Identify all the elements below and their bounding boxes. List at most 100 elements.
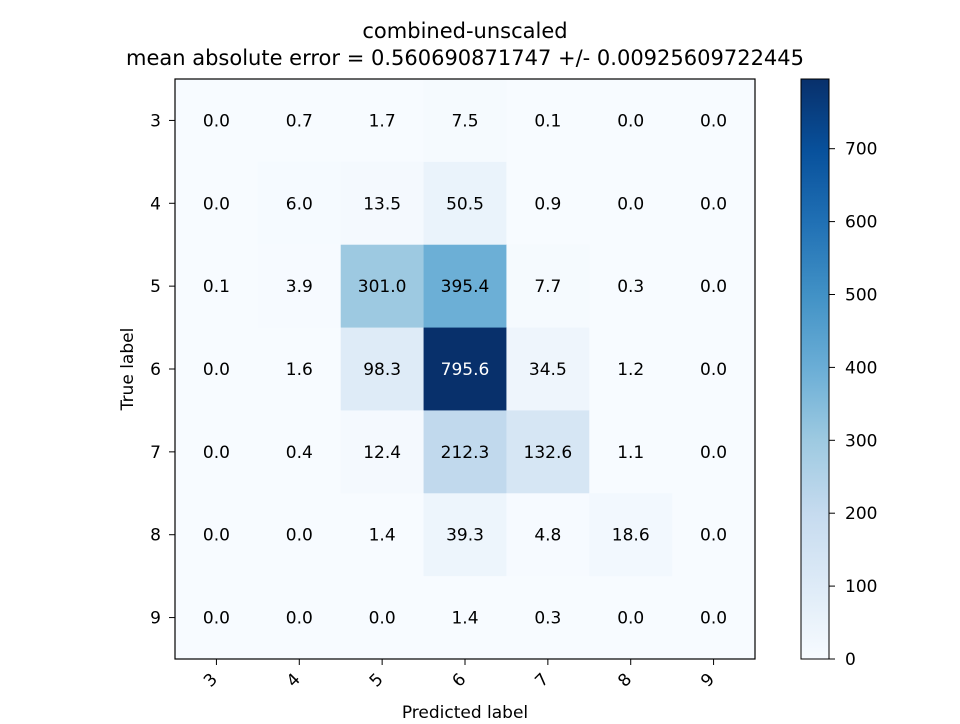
cell-value-label: 39.3 bbox=[446, 526, 484, 546]
y-tick-label: 5 bbox=[150, 277, 161, 297]
cell-value-label: 0.0 bbox=[203, 609, 230, 629]
heatmap-cell bbox=[175, 79, 259, 163]
heatmap-cell bbox=[672, 327, 756, 411]
x-tick-label: 4 bbox=[283, 670, 305, 692]
cell-value-label: 0.3 bbox=[534, 609, 561, 629]
cell-value-label: 6.0 bbox=[286, 194, 313, 214]
cell-value-label: 1.2 bbox=[617, 360, 644, 380]
colorbar-tick-label: 400 bbox=[845, 358, 877, 378]
y-axis-label: True label bbox=[118, 328, 138, 412]
heatmap-cell bbox=[175, 161, 259, 246]
heatmap-cell bbox=[672, 244, 756, 329]
cell-value-label: 3.9 bbox=[286, 277, 313, 297]
cell-value-label: 0.0 bbox=[700, 526, 727, 546]
cell-value-label: 301.0 bbox=[358, 277, 407, 297]
chart-title: combined-unscaled bbox=[362, 19, 567, 43]
cell-value-label: 4.8 bbox=[534, 526, 561, 546]
cell-value-labels: 0.0 0.7 1.7 7.5 0.1 0.0 0.0 0.0 6.0 13.5 50.5 0.9 0.… bbox=[203, 111, 727, 628]
y-tick-label: 9 bbox=[150, 609, 161, 629]
chart-subtitle: mean absolute error = 0.560690871747 +/-… bbox=[126, 46, 804, 70]
cell-value-label: 34.5 bbox=[529, 360, 567, 380]
cell-value-label: 0.3 bbox=[617, 277, 644, 297]
x-tick-label: 9 bbox=[697, 670, 719, 692]
cell-value-label: 0.0 bbox=[700, 111, 727, 131]
cell-value-label: 0.0 bbox=[617, 609, 644, 629]
x-tick-label: 8 bbox=[614, 670, 636, 692]
cell-value-label: 0.0 bbox=[700, 277, 727, 297]
cell-value-label: 0.0 bbox=[203, 526, 230, 546]
cell-value-label: 0.0 bbox=[369, 609, 396, 629]
cell-value-label: 0.0 bbox=[617, 111, 644, 131]
cell-value-label: 0.0 bbox=[203, 194, 230, 214]
heatmap-cell bbox=[506, 493, 590, 577]
heatmap-cell bbox=[340, 161, 425, 246]
colorbar-tick-label: 200 bbox=[845, 504, 877, 524]
heatmap-cell bbox=[506, 410, 590, 494]
heatmap-cell bbox=[340, 410, 425, 494]
cell-value-label: 395.4 bbox=[441, 277, 490, 297]
heatmap-cell bbox=[175, 576, 259, 660]
heatmap-cell bbox=[340, 327, 425, 411]
heatmap-cell bbox=[340, 576, 425, 660]
cell-value-label: 132.6 bbox=[524, 443, 573, 463]
y-tick-label: 7 bbox=[150, 443, 161, 463]
cell-value-label: 0.0 bbox=[617, 194, 644, 214]
cell-value-label: 0.0 bbox=[700, 609, 727, 629]
heatmap-cell bbox=[423, 493, 507, 577]
x-tick-label: 6 bbox=[449, 670, 471, 692]
heatmap-cell bbox=[589, 493, 673, 577]
heatmap-cell bbox=[423, 410, 507, 494]
cell-value-label: 98.3 bbox=[363, 360, 401, 380]
cell-value-label: 7.7 bbox=[534, 277, 561, 297]
heatmap-cell bbox=[672, 493, 756, 577]
y-tick-label: 6 bbox=[150, 360, 161, 380]
cell-value-label: 1.1 bbox=[617, 443, 644, 463]
cell-value-label: 0.0 bbox=[286, 609, 313, 629]
cell-value-label: 1.7 bbox=[369, 111, 396, 131]
heatmap-cell bbox=[257, 410, 342, 494]
heatmap-cell bbox=[506, 161, 590, 246]
heatmap-cell bbox=[423, 244, 507, 329]
colorbar bbox=[800, 78, 830, 660]
y-axis-ticks: 3 4 5 6 7 8 9 bbox=[150, 111, 175, 629]
heatmap-cell bbox=[175, 493, 259, 577]
cell-value-label: 0.0 bbox=[203, 443, 230, 463]
heatmap-cell bbox=[340, 493, 425, 577]
cell-value-label: 0.0 bbox=[203, 360, 230, 380]
cell-value-label: 0.4 bbox=[286, 443, 313, 463]
cell-value-label: 1.4 bbox=[369, 526, 396, 546]
x-tick-label: 3 bbox=[200, 670, 222, 692]
x-tick-label: 5 bbox=[366, 670, 388, 692]
cell-value-label: 0.0 bbox=[700, 443, 727, 463]
cell-value-label: 50.5 bbox=[446, 194, 484, 214]
colorbar-tick-label: 300 bbox=[845, 431, 877, 451]
colorbar-tick-label: 600 bbox=[845, 213, 877, 233]
heatmap-cell bbox=[423, 576, 507, 660]
cell-value-label: 12.4 bbox=[363, 443, 401, 463]
heatmap-cell bbox=[175, 327, 259, 411]
heatmap-cell bbox=[506, 244, 590, 329]
y-tick-label: 4 bbox=[150, 194, 161, 214]
y-tick-label: 3 bbox=[150, 111, 161, 131]
heatmap-cell bbox=[589, 161, 673, 246]
colorbar-tick-label: 500 bbox=[845, 285, 877, 305]
heatmap-cells bbox=[175, 79, 756, 660]
cell-value-label: 212.3 bbox=[441, 443, 490, 463]
heatmap-cell bbox=[257, 161, 342, 246]
heatmap-cell bbox=[257, 493, 342, 577]
heatmap-cell bbox=[589, 244, 673, 329]
heatmap-cell bbox=[672, 576, 756, 660]
heatmap-cell bbox=[672, 161, 756, 246]
cell-value-label: 13.5 bbox=[363, 194, 401, 214]
heatmap-cell bbox=[175, 244, 259, 329]
cell-value-label: 0.7 bbox=[286, 111, 313, 131]
colorbar-ticks: 0 100 200 300 400 500 600 700 bbox=[829, 140, 877, 670]
x-axis-ticks: 3 4 5 6 7 8 9 bbox=[200, 659, 719, 691]
heatmap-cell bbox=[506, 79, 590, 163]
cell-value-label: 1.4 bbox=[451, 609, 478, 629]
cell-value-label: 0.9 bbox=[534, 194, 561, 214]
heatmap-cell bbox=[589, 576, 673, 660]
heatmap-cell bbox=[175, 410, 259, 494]
